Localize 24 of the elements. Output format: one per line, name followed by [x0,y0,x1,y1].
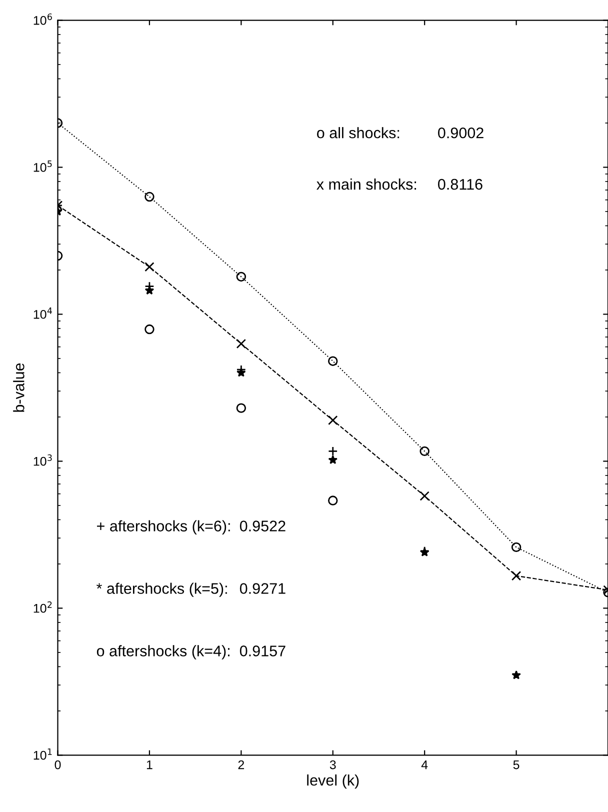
x-tick-label: 1 [146,760,152,770]
x-tick-label: 2 [238,760,244,770]
x-axis-title: level (k) [307,774,359,789]
x-tick-label: 3 [330,760,336,770]
annotation: + aftershocks (k=6): [97,520,230,534]
annotation: * aftershocks (k=5): [96,582,227,597]
y-tick-label: 10$^{5}$ [34,160,52,172]
y-axis-title: b-value [13,363,24,412]
annotation: 0.9271 [240,583,286,594]
annotation: 0.9522 [240,520,286,532]
annotation: o aftershocks (k=4): [96,645,230,660]
annotation: 0.9002 [438,127,484,138]
y-tick-label: 10$^{3}$ [34,454,52,466]
annotation: 0.8116 [438,178,482,190]
y-tick-label: 10$^{6}$ [34,13,52,25]
y-tick-label: 10$^{2}$ [34,601,52,613]
annotation: x main shocks: [316,178,416,190]
annotation: 0.9157 [240,646,286,656]
x-tick-label: 4 [421,760,428,770]
x-tick-label: 5 [513,760,520,770]
x-tick-label: 0 [54,760,61,770]
y-tick-label: 10$^{4}$ [34,308,52,319]
y-tick-label: 10$^{1}$ [34,748,52,760]
annotation: o all shocks: [317,127,400,138]
